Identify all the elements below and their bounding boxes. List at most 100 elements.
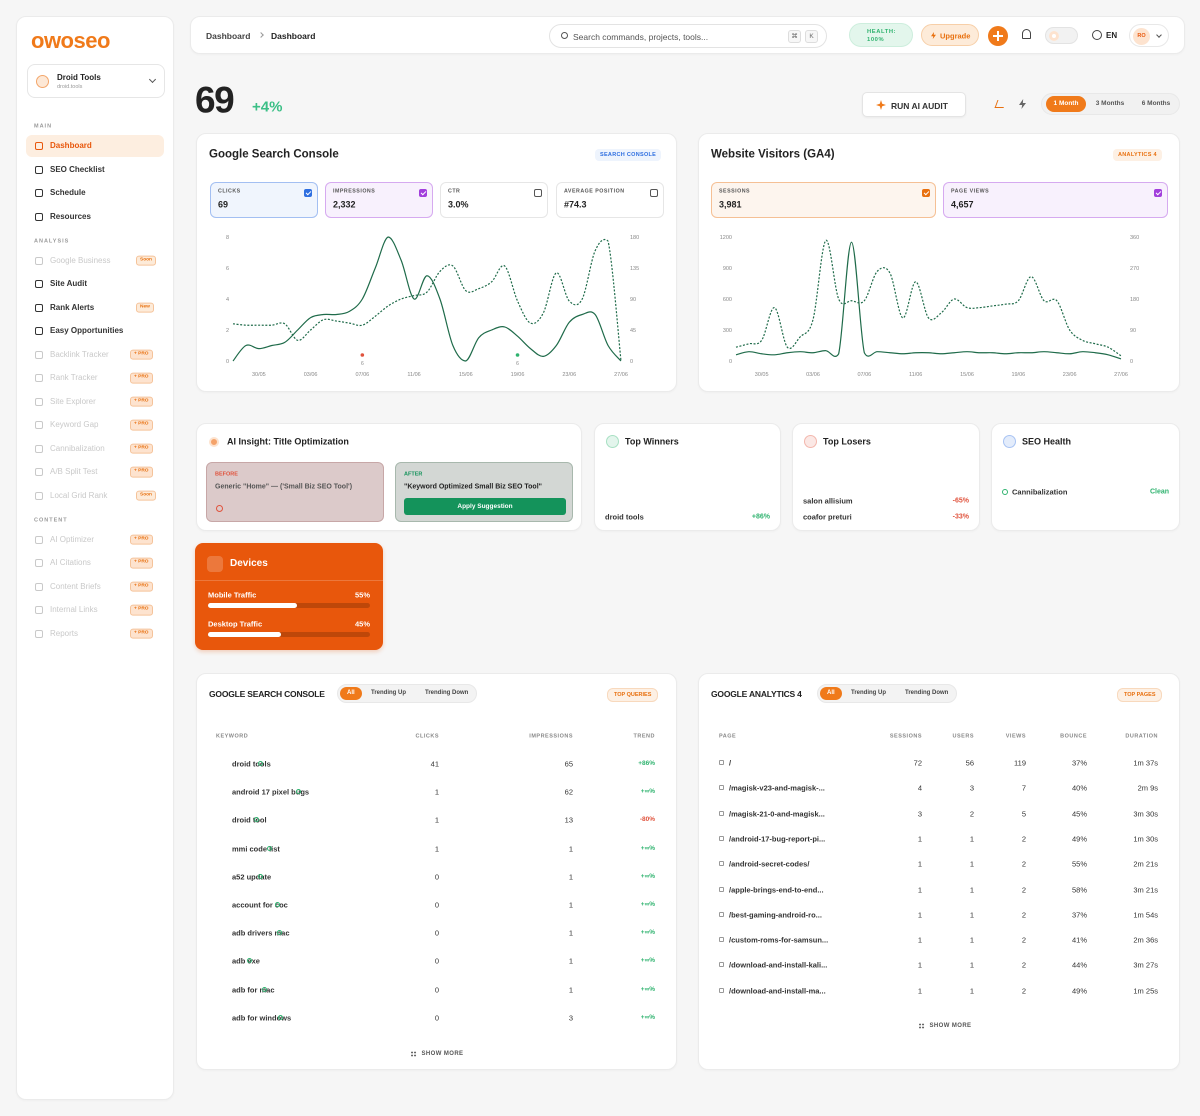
column-header: VIEWS xyxy=(1005,733,1026,740)
table-cell[interactable]: /magisk-21-0-and-magisk... xyxy=(729,808,825,818)
activity-icon[interactable] xyxy=(994,100,1007,108)
range-option[interactable]: 1 Month xyxy=(1046,96,1086,112)
nav-item: Local Grid Rank Soon xyxy=(26,485,164,507)
nav-badge: + PRO xyxy=(130,628,153,639)
nav-item[interactable]: Schedule xyxy=(26,182,164,204)
table-cell[interactable]: /android-secret-codes/ xyxy=(729,859,810,869)
show-more[interactable]: SHOW MORE xyxy=(410,1051,464,1057)
table-cell[interactable]: adb drivers mac xyxy=(232,928,290,938)
metric-toggle[interactable]: CLICKS 69 xyxy=(210,182,318,218)
metric-label: AVERAGE POSITION xyxy=(564,188,625,195)
nav-item[interactable]: Easy Opportunities xyxy=(26,320,164,342)
table-cell: 1 xyxy=(917,834,922,844)
tab[interactable]: Trending Up xyxy=(371,690,406,696)
nav-item[interactable]: SEO Checklist xyxy=(26,159,164,181)
link-icon xyxy=(719,861,724,867)
table-cell[interactable]: /android-17-bug-report-pi... xyxy=(729,834,826,844)
table-cell: +∞% xyxy=(640,957,655,965)
checkbox[interactable] xyxy=(419,189,427,197)
column-header: DURATION xyxy=(1125,733,1158,740)
table-cell[interactable]: adb exe xyxy=(232,956,260,966)
x-tick-label: 07/06 xyxy=(857,372,871,378)
checkbox[interactable] xyxy=(304,189,312,197)
theme-toggle[interactable] xyxy=(1045,27,1078,44)
table-cell[interactable]: /custom-roms-for-samsun... xyxy=(729,935,829,945)
tab[interactable]: All xyxy=(820,687,842,700)
apply-button[interactable]: Apply Suggestion xyxy=(404,498,566,515)
table-cell[interactable]: account for coc xyxy=(232,900,288,910)
notification-bell[interactable] xyxy=(1022,29,1031,39)
metric-toggle[interactable]: IMPRESSIONS 2,332 xyxy=(325,182,433,218)
workspace-switcher[interactable]: Droid Tools droid.tools xyxy=(27,64,165,98)
tab[interactable]: Trending Up xyxy=(851,690,886,696)
table-cell[interactable]: adb for mac xyxy=(232,984,275,994)
metric-value: 3,981 xyxy=(719,199,742,210)
metric-toggle[interactable]: PAGE VIEWS 4,657 xyxy=(943,182,1168,218)
range-option[interactable]: 3 Months xyxy=(1095,100,1125,107)
nav-badge: + PRO xyxy=(130,372,153,384)
metric-toggle[interactable]: SESSIONS 3,981 xyxy=(711,182,936,218)
nav-item[interactable]: Dashboard xyxy=(26,135,164,157)
table-cell: 1 xyxy=(568,843,573,853)
language[interactable]: EN xyxy=(1106,31,1118,40)
nav-item[interactable]: Rank Alerts New xyxy=(26,297,164,319)
table-cell[interactable]: android 17 pixel bugs xyxy=(232,787,310,797)
checkbox[interactable] xyxy=(922,189,930,197)
table-cell: 1 xyxy=(917,935,922,945)
score-change: +4% xyxy=(252,98,283,116)
table-cell[interactable]: / xyxy=(729,758,732,768)
table-cell[interactable]: /best-gaming-android-ro... xyxy=(729,910,822,920)
table-cell[interactable]: droid tools xyxy=(232,759,271,769)
table-cell[interactable]: /magisk-v23-and-magisk-... xyxy=(729,783,825,793)
tab[interactable]: Trending Down xyxy=(425,690,469,696)
table-cell[interactable]: /download-and-install-kali... xyxy=(729,960,828,970)
checkbox[interactable] xyxy=(650,189,658,197)
bolt-icon[interactable] xyxy=(1019,99,1026,109)
nav-badge: Soon xyxy=(136,255,156,266)
show-more[interactable]: SHOW MORE xyxy=(918,1023,972,1029)
nav-item: Reports + PRO xyxy=(26,623,164,645)
add-button[interactable] xyxy=(988,26,1008,46)
nav-icon xyxy=(35,582,43,591)
table-cell: 2m 36s xyxy=(1133,935,1158,945)
info-icon xyxy=(275,902,280,907)
table-cell[interactable]: droid tool xyxy=(232,815,267,825)
breadcrumb-chevron xyxy=(258,32,264,38)
link-icon xyxy=(719,987,724,993)
search-box[interactable]: Search commands, projects, tools... ⌘ K xyxy=(549,24,827,48)
table-cell[interactable]: a52 update xyxy=(232,872,272,882)
tab[interactable]: Trending Down xyxy=(905,690,949,696)
table-cell[interactable]: /apple-brings-end-to-end... xyxy=(729,884,824,894)
table-cell: 72 xyxy=(913,758,922,768)
table-cell[interactable]: /download-and-install-ma... xyxy=(729,985,826,995)
x-tick-label: 15/06 xyxy=(960,372,974,378)
table-cell: 45% xyxy=(1071,808,1087,818)
upgrade-button[interactable]: Upgrade xyxy=(921,24,979,46)
metric-toggle[interactable]: AVERAGE POSITION #74.3 xyxy=(556,182,664,218)
y-tick-label: 6 xyxy=(226,266,229,272)
run-audit-button[interactable]: RUN AI AUDIT xyxy=(862,92,966,117)
range-option[interactable]: 6 Months xyxy=(1141,100,1171,107)
nav-badge: Soon xyxy=(136,490,156,501)
table-cell[interactable]: mmi code list xyxy=(232,843,280,853)
table-cell: 44% xyxy=(1071,960,1087,970)
link-icon xyxy=(719,886,724,892)
workspace-name: Droid Tools xyxy=(57,73,101,82)
bar xyxy=(208,632,281,637)
table-cell[interactable]: adb for windows xyxy=(232,1013,292,1023)
account-menu[interactable]: RO xyxy=(1129,24,1169,47)
metric-value: 4,657 xyxy=(951,199,974,210)
nav-item[interactable]: Resources xyxy=(26,206,164,228)
breadcrumb-item[interactable]: Dashboard xyxy=(206,30,251,41)
nav-item[interactable]: Site Audit xyxy=(26,273,164,295)
checkbox[interactable] xyxy=(1154,189,1162,197)
row-value: Clean xyxy=(1149,488,1169,496)
table-cell: 0 xyxy=(434,956,439,966)
table-cell: 5 xyxy=(1021,808,1026,818)
toggle-sun xyxy=(1049,31,1059,41)
tab[interactable]: All xyxy=(340,687,362,700)
device-value: 55% xyxy=(354,590,370,600)
x-tick-label: 19/06 xyxy=(511,372,525,378)
checkbox[interactable] xyxy=(534,189,542,197)
metric-toggle[interactable]: CTR 3.0% xyxy=(440,182,548,218)
